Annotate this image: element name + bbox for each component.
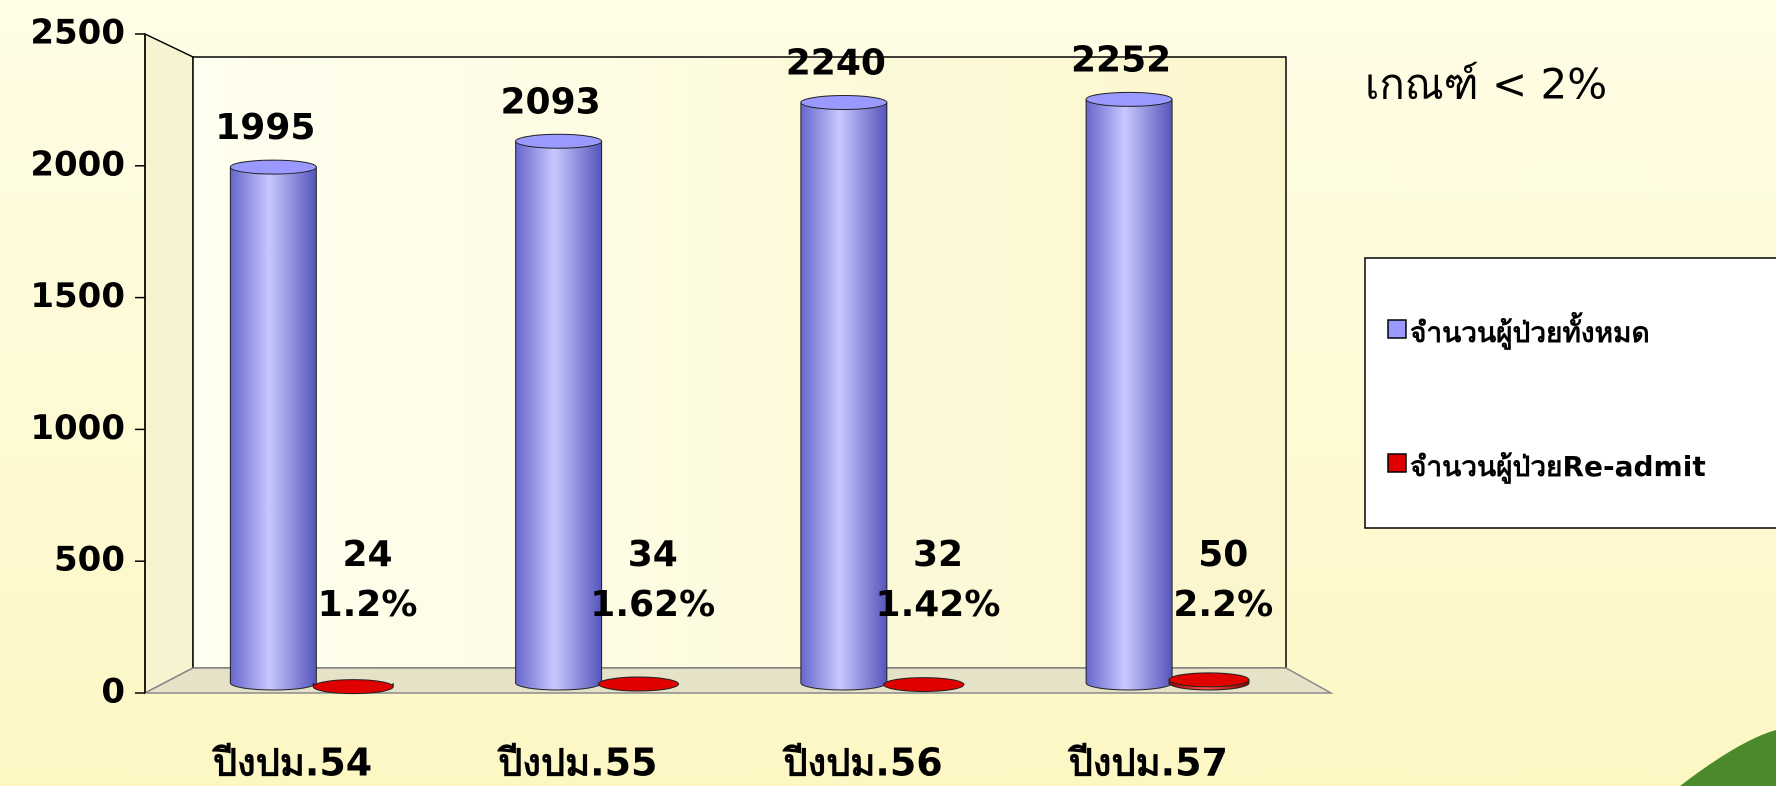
bar bbox=[312, 679, 394, 695]
side-wall bbox=[144, 32, 194, 695]
y-tick-label: 2000 bbox=[30, 144, 125, 184]
y-tick-label: 500 bbox=[54, 540, 125, 580]
value-label: 2093 bbox=[501, 81, 601, 122]
value-label: 34 bbox=[628, 534, 678, 575]
x-tick-label: ปีงปม.56 bbox=[782, 741, 943, 785]
x-tick-label: ปีงปม.54 bbox=[211, 741, 372, 785]
legend-label: จำนวนผู้ป่วยRe-admit bbox=[1410, 450, 1706, 484]
decoration bbox=[1680, 730, 1776, 786]
legend-swatch bbox=[1387, 453, 1407, 473]
bar bbox=[800, 95, 888, 691]
bar bbox=[515, 133, 603, 691]
legend-swatch bbox=[1387, 319, 1407, 339]
y-tick-label: 0 bbox=[101, 672, 125, 712]
value-label: 2252 bbox=[1071, 39, 1171, 80]
legend-label: จำนวนผู้ป่วยทั้งหมด bbox=[1410, 311, 1650, 350]
y-tick-label: 1500 bbox=[30, 276, 125, 316]
value-label: 50 bbox=[1198, 534, 1248, 575]
x-tick-label: ปีงปม.57 bbox=[1067, 741, 1228, 785]
bar bbox=[1085, 91, 1173, 691]
percent-label: 1.2% bbox=[318, 584, 418, 625]
value-label: 1995 bbox=[215, 107, 315, 148]
percent-label: 2.2% bbox=[1173, 584, 1273, 625]
floor bbox=[144, 667, 1334, 694]
value-label: 24 bbox=[342, 534, 392, 575]
value-label: 2240 bbox=[786, 43, 886, 84]
legend bbox=[1364, 257, 1776, 529]
bar bbox=[1168, 672, 1250, 691]
bar bbox=[229, 159, 317, 691]
bar bbox=[597, 676, 679, 692]
x-tick-label: ปีงปม.55 bbox=[497, 741, 658, 785]
value-label: 32 bbox=[913, 534, 963, 575]
annotation: เกณฑ์ < 2% bbox=[1365, 60, 1607, 109]
percent-label: 1.62% bbox=[590, 584, 715, 625]
percent-label: 1.42% bbox=[876, 584, 1001, 625]
y-tick-label: 2500 bbox=[30, 13, 125, 53]
y-tick-label: 1000 bbox=[30, 408, 125, 448]
bar bbox=[883, 677, 965, 693]
